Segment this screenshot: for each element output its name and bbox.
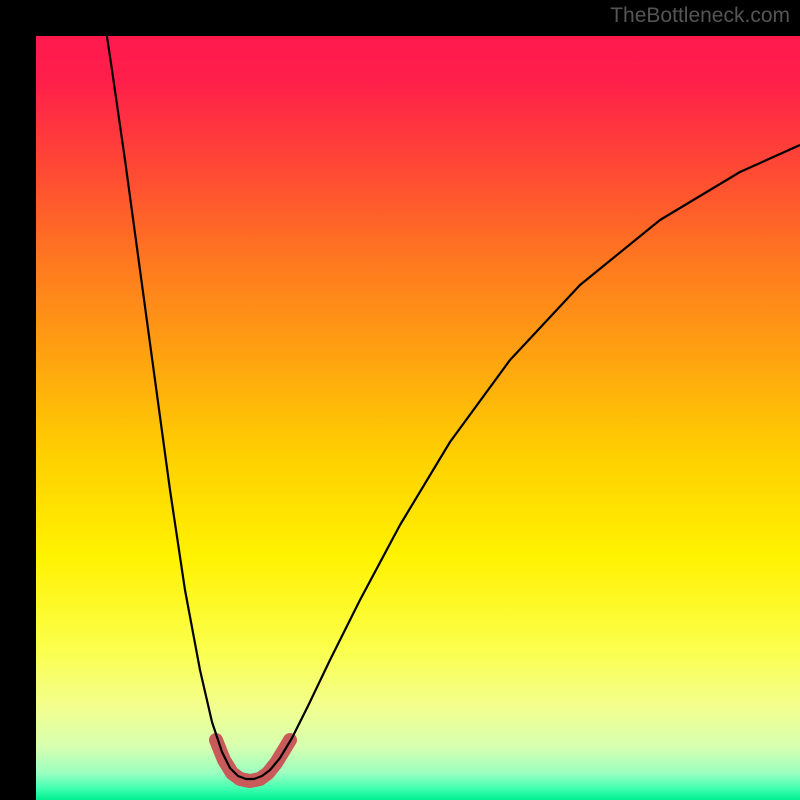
bottleneck-curve-chart: [0, 0, 800, 800]
plot-background-gradient: [36, 36, 800, 800]
chart-container: TheBottleneck.com: [0, 0, 800, 800]
watermark-text: TheBottleneck.com: [610, 4, 790, 28]
